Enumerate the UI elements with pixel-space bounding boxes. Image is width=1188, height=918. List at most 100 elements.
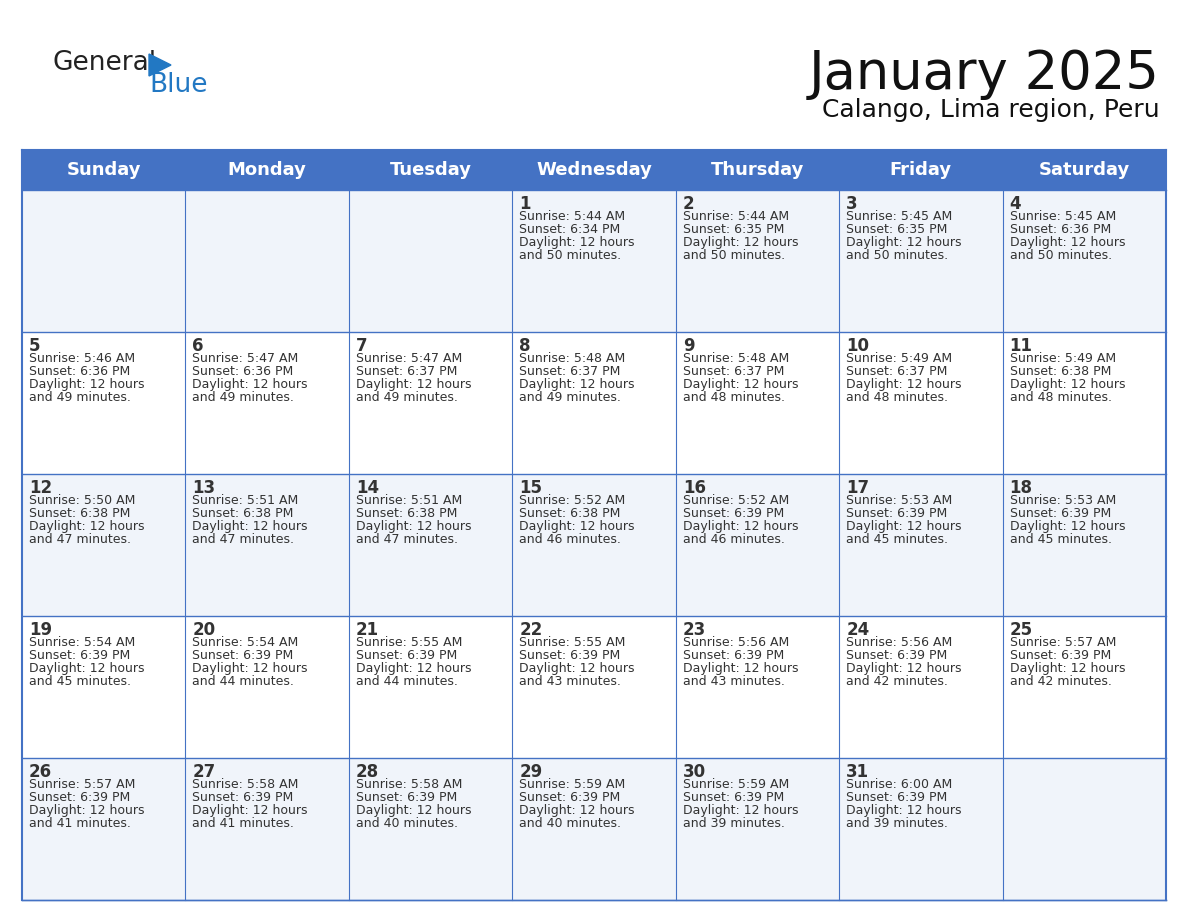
Text: Sunrise: 5:55 AM: Sunrise: 5:55 AM — [519, 636, 626, 649]
Text: Sunrise: 5:54 AM: Sunrise: 5:54 AM — [192, 636, 298, 649]
Text: Daylight: 12 hours: Daylight: 12 hours — [519, 378, 634, 391]
Text: 20: 20 — [192, 621, 215, 639]
Text: Sunset: 6:36 PM: Sunset: 6:36 PM — [29, 365, 131, 378]
Text: Tuesday: Tuesday — [390, 161, 472, 179]
Text: 1: 1 — [519, 195, 531, 213]
Text: and 44 minutes.: and 44 minutes. — [356, 675, 457, 688]
Text: Daylight: 12 hours: Daylight: 12 hours — [356, 520, 472, 533]
Text: and 49 minutes.: and 49 minutes. — [192, 391, 295, 404]
Text: Sunrise: 5:51 AM: Sunrise: 5:51 AM — [192, 494, 298, 507]
Text: 10: 10 — [846, 337, 870, 355]
Text: Daylight: 12 hours: Daylight: 12 hours — [519, 662, 634, 675]
Text: 3: 3 — [846, 195, 858, 213]
Text: 4: 4 — [1010, 195, 1022, 213]
Text: Sunset: 6:39 PM: Sunset: 6:39 PM — [683, 649, 784, 662]
Text: Daylight: 12 hours: Daylight: 12 hours — [1010, 520, 1125, 533]
Text: Sunset: 6:39 PM: Sunset: 6:39 PM — [683, 791, 784, 804]
Text: and 40 minutes.: and 40 minutes. — [519, 817, 621, 830]
Text: Sunset: 6:39 PM: Sunset: 6:39 PM — [846, 649, 947, 662]
Text: General: General — [52, 50, 156, 76]
Text: 7: 7 — [356, 337, 367, 355]
Text: Sunrise: 5:46 AM: Sunrise: 5:46 AM — [29, 352, 135, 365]
Text: and 47 minutes.: and 47 minutes. — [356, 533, 457, 546]
Text: Sunset: 6:39 PM: Sunset: 6:39 PM — [192, 791, 293, 804]
Text: Sunrise: 5:48 AM: Sunrise: 5:48 AM — [683, 352, 789, 365]
Text: 26: 26 — [29, 763, 52, 781]
Text: Sunrise: 5:55 AM: Sunrise: 5:55 AM — [356, 636, 462, 649]
Text: Daylight: 12 hours: Daylight: 12 hours — [192, 378, 308, 391]
Text: Daylight: 12 hours: Daylight: 12 hours — [192, 662, 308, 675]
Text: and 40 minutes.: and 40 minutes. — [356, 817, 457, 830]
Text: Daylight: 12 hours: Daylight: 12 hours — [519, 804, 634, 817]
Text: 5: 5 — [29, 337, 40, 355]
Text: and 48 minutes.: and 48 minutes. — [846, 391, 948, 404]
Text: and 49 minutes.: and 49 minutes. — [29, 391, 131, 404]
Text: Daylight: 12 hours: Daylight: 12 hours — [519, 520, 634, 533]
Text: Sunrise: 5:53 AM: Sunrise: 5:53 AM — [1010, 494, 1116, 507]
Text: Sunrise: 5:54 AM: Sunrise: 5:54 AM — [29, 636, 135, 649]
Text: Sunrise: 5:44 AM: Sunrise: 5:44 AM — [683, 210, 789, 223]
Text: Sunset: 6:39 PM: Sunset: 6:39 PM — [356, 649, 457, 662]
Text: Sunrise: 5:58 AM: Sunrise: 5:58 AM — [356, 778, 462, 791]
Text: and 45 minutes.: and 45 minutes. — [1010, 533, 1112, 546]
Text: Sunrise: 5:56 AM: Sunrise: 5:56 AM — [683, 636, 789, 649]
Text: Sunset: 6:38 PM: Sunset: 6:38 PM — [1010, 365, 1111, 378]
Text: Sunset: 6:39 PM: Sunset: 6:39 PM — [846, 507, 947, 520]
Text: Daylight: 12 hours: Daylight: 12 hours — [29, 378, 145, 391]
Text: and 48 minutes.: and 48 minutes. — [1010, 391, 1112, 404]
Text: and 44 minutes.: and 44 minutes. — [192, 675, 295, 688]
Text: Daylight: 12 hours: Daylight: 12 hours — [29, 520, 145, 533]
Text: 8: 8 — [519, 337, 531, 355]
Text: Sunrise: 5:58 AM: Sunrise: 5:58 AM — [192, 778, 299, 791]
Text: and 48 minutes.: and 48 minutes. — [683, 391, 785, 404]
Text: Daylight: 12 hours: Daylight: 12 hours — [192, 804, 308, 817]
Text: and 47 minutes.: and 47 minutes. — [192, 533, 295, 546]
Text: Sunrise: 5:53 AM: Sunrise: 5:53 AM — [846, 494, 953, 507]
Bar — [23, 474, 1165, 616]
Text: and 39 minutes.: and 39 minutes. — [846, 817, 948, 830]
Text: Daylight: 12 hours: Daylight: 12 hours — [1010, 236, 1125, 249]
Text: 12: 12 — [29, 479, 52, 497]
Text: and 50 minutes.: and 50 minutes. — [846, 249, 948, 262]
Text: Daylight: 12 hours: Daylight: 12 hours — [519, 236, 634, 249]
Text: 11: 11 — [1010, 337, 1032, 355]
Text: Daylight: 12 hours: Daylight: 12 hours — [192, 520, 308, 533]
Text: Sunrise: 5:45 AM: Sunrise: 5:45 AM — [1010, 210, 1116, 223]
Text: 29: 29 — [519, 763, 543, 781]
Text: Sunset: 6:37 PM: Sunset: 6:37 PM — [846, 365, 948, 378]
Text: Daylight: 12 hours: Daylight: 12 hours — [356, 804, 472, 817]
Text: 14: 14 — [356, 479, 379, 497]
Text: Daylight: 12 hours: Daylight: 12 hours — [1010, 662, 1125, 675]
Text: 18: 18 — [1010, 479, 1032, 497]
Text: Daylight: 12 hours: Daylight: 12 hours — [1010, 378, 1125, 391]
Text: Sunset: 6:39 PM: Sunset: 6:39 PM — [29, 791, 131, 804]
Text: 30: 30 — [683, 763, 706, 781]
Text: Daylight: 12 hours: Daylight: 12 hours — [846, 378, 961, 391]
Text: 24: 24 — [846, 621, 870, 639]
Text: 6: 6 — [192, 337, 204, 355]
Text: 25: 25 — [1010, 621, 1032, 639]
Bar — [23, 190, 1165, 332]
Text: and 46 minutes.: and 46 minutes. — [519, 533, 621, 546]
Text: and 42 minutes.: and 42 minutes. — [1010, 675, 1112, 688]
Text: Sunset: 6:37 PM: Sunset: 6:37 PM — [683, 365, 784, 378]
Text: and 50 minutes.: and 50 minutes. — [683, 249, 785, 262]
Text: Sunset: 6:38 PM: Sunset: 6:38 PM — [519, 507, 620, 520]
Text: Sunset: 6:37 PM: Sunset: 6:37 PM — [356, 365, 457, 378]
Text: Sunrise: 5:47 AM: Sunrise: 5:47 AM — [192, 352, 298, 365]
Text: and 41 minutes.: and 41 minutes. — [192, 817, 295, 830]
Text: and 50 minutes.: and 50 minutes. — [519, 249, 621, 262]
Text: 9: 9 — [683, 337, 694, 355]
Text: Sunrise: 5:48 AM: Sunrise: 5:48 AM — [519, 352, 626, 365]
Text: and 49 minutes.: and 49 minutes. — [519, 391, 621, 404]
Bar — [23, 150, 1165, 190]
Text: Wednesday: Wednesday — [536, 161, 652, 179]
Text: Sunset: 6:39 PM: Sunset: 6:39 PM — [519, 791, 620, 804]
Text: Sunset: 6:34 PM: Sunset: 6:34 PM — [519, 223, 620, 236]
Text: and 45 minutes.: and 45 minutes. — [846, 533, 948, 546]
Text: and 41 minutes.: and 41 minutes. — [29, 817, 131, 830]
Text: Sunset: 6:35 PM: Sunset: 6:35 PM — [846, 223, 948, 236]
Text: Sunrise: 5:59 AM: Sunrise: 5:59 AM — [519, 778, 626, 791]
Text: Daylight: 12 hours: Daylight: 12 hours — [846, 236, 961, 249]
Text: 31: 31 — [846, 763, 870, 781]
